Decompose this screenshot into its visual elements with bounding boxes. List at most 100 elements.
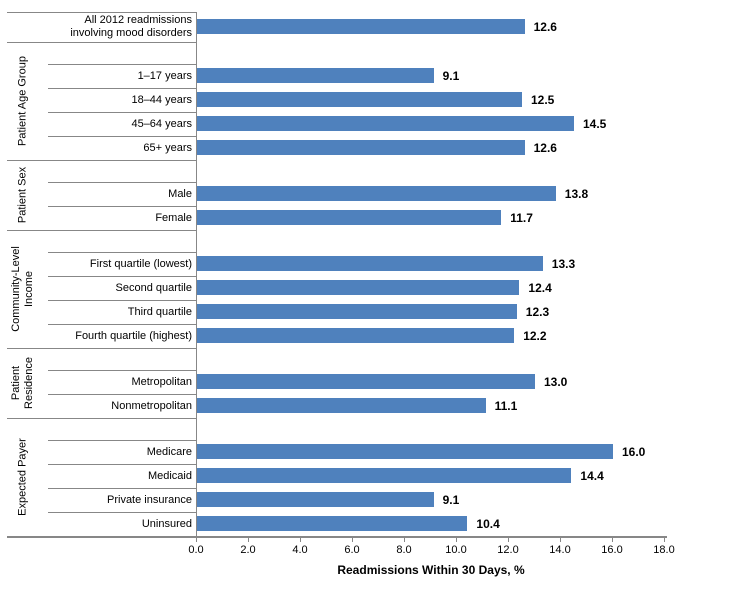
category-separator-line: [48, 324, 197, 325]
category-label: Second quartile: [115, 281, 192, 294]
bar-track: 11.7: [197, 210, 665, 225]
category-group-payer: Expected Payer Medicare 16.0 Medicaid 14…: [0, 418, 732, 536]
bar-value-label: 12.6: [533, 19, 557, 34]
x-axis-tick: [300, 538, 301, 542]
group-spacer: [0, 42, 732, 64]
category-label: 65+ years: [143, 141, 192, 154]
bar: [197, 140, 525, 155]
category-group-age: Patient Age Group 1–17 years 9.1 18–44 y…: [0, 42, 732, 160]
category-group-income: Community-Level Income First quartile (l…: [0, 230, 732, 348]
category-separator-line: [48, 182, 197, 183]
group-boundary-line: [7, 42, 197, 43]
chart-row: Male 13.8: [0, 182, 732, 206]
category-separator-line: [48, 440, 197, 441]
bar: [197, 116, 574, 131]
bar-value-label: 13.0: [544, 374, 568, 389]
bar-track: 13.3: [197, 256, 665, 271]
bar-track: 16.0: [197, 444, 665, 459]
category-label: 45–64 years: [131, 117, 192, 130]
bar-track: 13.0: [197, 374, 665, 389]
bar-track: 9.1: [197, 492, 665, 507]
category-separator-line: [48, 252, 197, 253]
category-separator-line: [48, 512, 197, 513]
x-axis-tick-label: 2.0: [240, 544, 256, 556]
bar: [197, 328, 515, 343]
category-label: Uninsured: [141, 517, 192, 530]
bar-track: 13.8: [197, 186, 665, 201]
x-axis-tick-label: 4.0: [292, 544, 308, 556]
chart-row: Second quartile 12.4: [0, 276, 732, 300]
x-axis-tick: [352, 538, 353, 542]
bar-value-label: 13.3: [551, 256, 576, 271]
chart-row: Fourth quartile (highest) 12.2: [0, 324, 732, 348]
category-label: All 2012 readmissions involving mood dis…: [70, 14, 192, 39]
x-axis-tick-label: 10.0: [445, 544, 467, 556]
y-axis-line: [196, 12, 197, 536]
bar: [197, 374, 535, 389]
bar-value-label: 9.1: [442, 492, 460, 507]
x-axis-tick: [664, 538, 665, 542]
x-axis-tick-label: 6.0: [344, 544, 360, 556]
x-axis-line: [7, 536, 667, 538]
category-label: Fourth quartile (highest): [75, 329, 192, 342]
category-label: Third quartile: [127, 305, 192, 318]
group-boundary-line: [7, 418, 197, 419]
category-separator-line: [48, 300, 197, 301]
group-boundary-line: [7, 230, 197, 231]
group-boundary-line: [7, 12, 197, 13]
bar-value-label: 16.0: [622, 444, 646, 459]
bar-value-label: 12.2: [523, 328, 547, 343]
bar-track: 12.5: [197, 92, 665, 107]
bar: [197, 210, 502, 225]
bar-value-label: 12.6: [533, 140, 557, 155]
group-spacer: [0, 160, 732, 182]
category-separator-line: [48, 276, 197, 277]
bar: [197, 304, 517, 319]
chart-row: Third quartile 12.3: [0, 300, 732, 324]
chart-row: 18–44 years 12.5: [0, 88, 732, 112]
bar-track: 14.4: [197, 468, 665, 483]
bar: [197, 256, 543, 271]
chart-row: Metropolitan 13.0: [0, 370, 732, 394]
category-group-sex: Patient Sex Male 13.8 Female 11.7: [0, 160, 732, 230]
bar-track: 12.6: [197, 19, 665, 34]
bar-value-label: 11.1: [494, 398, 518, 413]
category-label: 1–17 years: [137, 69, 192, 82]
x-axis-tick: [404, 538, 405, 542]
bar: [197, 186, 556, 201]
category-separator-line: [48, 112, 197, 113]
bar-value-label: 12.3: [525, 304, 550, 319]
x-axis-tick-label: 8.0: [396, 544, 412, 556]
x-axis-tick-label: 16.0: [601, 544, 623, 556]
group-spacer: [0, 418, 732, 440]
bar-value-label: 11.7: [510, 210, 533, 225]
x-axis-tick: [612, 538, 613, 542]
bar-value-label: 14.5: [583, 116, 607, 131]
chart-row: Medicare 16.0: [0, 440, 732, 464]
chart-row: Uninsured 10.4: [0, 512, 732, 536]
bar: [197, 280, 520, 295]
category-label: Medicare: [146, 445, 192, 458]
bar: [197, 444, 613, 459]
group-boundary-line: [7, 348, 197, 349]
x-axis-tick-label: 14.0: [549, 544, 571, 556]
bar-track: 12.3: [197, 304, 665, 319]
bar: [197, 92, 522, 107]
x-axis-title: Readmissions Within 30 Days, %: [337, 563, 525, 577]
bar-track: 14.5: [197, 116, 665, 131]
bar-track: 10.4: [197, 516, 665, 531]
bar-track: 12.2: [197, 328, 665, 343]
bar-value-label: 14.4: [580, 468, 604, 483]
bar: [197, 468, 572, 483]
category-label: Private insurance: [107, 493, 192, 506]
category-label: Male: [168, 187, 192, 200]
bar-track: 9.1: [197, 68, 665, 83]
chart-row: Nonmetropolitan 11.1: [0, 394, 732, 418]
category-separator-line: [48, 394, 197, 395]
chart-row: First quartile (lowest) 13.3: [0, 252, 732, 276]
category-separator-line: [48, 64, 197, 65]
category-label: Nonmetropolitan: [111, 399, 192, 412]
x-axis-tick: [508, 538, 509, 542]
bar-track: 12.6: [197, 140, 665, 155]
